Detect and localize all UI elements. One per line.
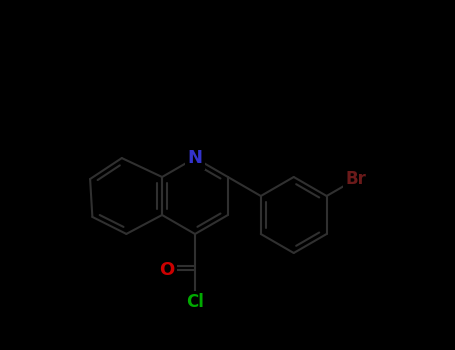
Text: Cl: Cl — [186, 293, 204, 312]
Text: O: O — [159, 261, 174, 279]
Text: N: N — [187, 149, 202, 167]
Text: Br: Br — [346, 170, 367, 188]
